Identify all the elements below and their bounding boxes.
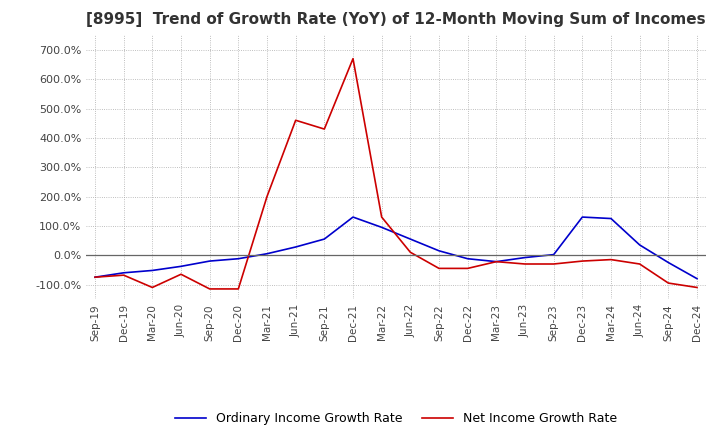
Net Income Growth Rate xyxy=(205,286,214,292)
Line: Net Income Growth Rate: Net Income Growth Rate xyxy=(95,59,697,289)
Ordinary Income Growth Rate xyxy=(292,244,300,249)
Ordinary Income Growth Rate xyxy=(435,248,444,253)
Ordinary Income Growth Rate xyxy=(578,214,587,220)
Net Income Growth Rate xyxy=(377,214,386,220)
Net Income Growth Rate xyxy=(348,56,357,61)
Net Income Growth Rate xyxy=(549,261,558,267)
Net Income Growth Rate xyxy=(320,126,328,132)
Ordinary Income Growth Rate xyxy=(549,252,558,257)
Net Income Growth Rate xyxy=(263,194,271,199)
Net Income Growth Rate xyxy=(664,280,672,286)
Ordinary Income Growth Rate xyxy=(176,264,185,269)
Ordinary Income Growth Rate xyxy=(320,236,328,242)
Ordinary Income Growth Rate xyxy=(263,251,271,257)
Ordinary Income Growth Rate xyxy=(406,236,415,242)
Ordinary Income Growth Rate xyxy=(635,242,644,248)
Net Income Growth Rate xyxy=(406,249,415,255)
Line: Ordinary Income Growth Rate: Ordinary Income Growth Rate xyxy=(95,217,697,279)
Net Income Growth Rate xyxy=(91,275,99,280)
Net Income Growth Rate xyxy=(176,271,185,277)
Net Income Growth Rate xyxy=(292,117,300,123)
Net Income Growth Rate xyxy=(435,266,444,271)
Legend: Ordinary Income Growth Rate, Net Income Growth Rate: Ordinary Income Growth Rate, Net Income … xyxy=(170,407,622,430)
Net Income Growth Rate xyxy=(578,258,587,264)
Net Income Growth Rate xyxy=(635,261,644,267)
Ordinary Income Growth Rate xyxy=(664,260,672,265)
Ordinary Income Growth Rate xyxy=(205,258,214,264)
Ordinary Income Growth Rate xyxy=(234,256,243,261)
Ordinary Income Growth Rate xyxy=(464,256,472,261)
Ordinary Income Growth Rate xyxy=(348,214,357,220)
Ordinary Income Growth Rate xyxy=(120,270,128,275)
Net Income Growth Rate xyxy=(148,285,157,290)
Net Income Growth Rate xyxy=(521,261,529,267)
Net Income Growth Rate xyxy=(464,266,472,271)
Net Income Growth Rate xyxy=(693,285,701,290)
Ordinary Income Growth Rate xyxy=(693,276,701,281)
Net Income Growth Rate xyxy=(234,286,243,292)
Ordinary Income Growth Rate xyxy=(521,255,529,260)
Title: [8995]  Trend of Growth Rate (YoY) of 12-Month Moving Sum of Incomes: [8995] Trend of Growth Rate (YoY) of 12-… xyxy=(86,12,706,27)
Ordinary Income Growth Rate xyxy=(377,225,386,230)
Net Income Growth Rate xyxy=(607,257,616,262)
Net Income Growth Rate xyxy=(492,259,500,264)
Ordinary Income Growth Rate xyxy=(91,275,99,280)
Net Income Growth Rate xyxy=(120,272,128,278)
Ordinary Income Growth Rate xyxy=(492,259,500,264)
Ordinary Income Growth Rate xyxy=(607,216,616,221)
Ordinary Income Growth Rate xyxy=(148,268,157,273)
